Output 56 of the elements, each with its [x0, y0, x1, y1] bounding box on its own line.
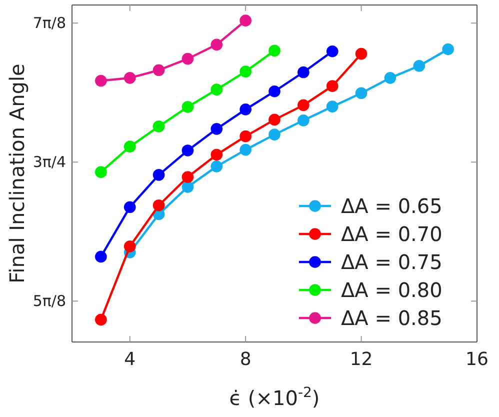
y-axis-title: Final Inclination Angle: [5, 64, 29, 284]
point: [152, 169, 165, 181]
point: [210, 38, 223, 51]
point: [413, 60, 426, 72]
point: [298, 99, 310, 112]
point: [95, 314, 107, 326]
point: [268, 128, 280, 140]
point: [95, 166, 107, 178]
point: [240, 14, 252, 26]
legend-label: ΔA = 0.85: [341, 306, 442, 330]
x-tick-label: 16: [466, 348, 488, 370]
point: [355, 87, 368, 100]
point: [124, 201, 136, 214]
point: [210, 160, 223, 172]
point: [124, 240, 136, 252]
legend-label: ΔA = 0.80: [341, 278, 442, 302]
point: [268, 85, 280, 98]
point: [240, 130, 252, 142]
x-tick-label: 8: [240, 348, 252, 370]
y-tick-label: 3π/4: [32, 152, 66, 171]
x-tick-label: 4: [124, 348, 136, 370]
legend-label: ΔA = 0.75: [341, 250, 442, 274]
point: [152, 120, 165, 132]
point: [124, 72, 136, 84]
point: [95, 74, 107, 87]
y-tick-label: 5π/8: [32, 292, 66, 310]
legend-label: ΔA = 0.70: [341, 222, 442, 246]
point: [355, 48, 368, 60]
point: [298, 114, 310, 126]
point: [240, 104, 252, 116]
x-axis-title: ϵ̇ (×10$^{-2}$): [229, 385, 320, 410]
point: [326, 45, 338, 58]
point: [240, 144, 252, 156]
point: [442, 43, 454, 56]
point: [268, 44, 280, 57]
point: [152, 199, 165, 212]
point: [182, 171, 194, 183]
legend-label: ΔA = 0.65: [341, 194, 442, 218]
point: [182, 52, 194, 65]
point: [210, 148, 223, 161]
y-tick-label: 7π/8: [32, 14, 66, 32]
point: [240, 66, 252, 78]
point: [152, 64, 165, 76]
point: [182, 101, 194, 113]
point: [124, 140, 136, 152]
x-tick-label: 12: [350, 348, 373, 370]
point: [384, 72, 396, 84]
point: [298, 66, 310, 78]
point: [326, 100, 338, 112]
point: [95, 250, 107, 263]
point: [210, 122, 223, 135]
point: [182, 144, 194, 156]
point: [210, 84, 223, 96]
point: [182, 181, 194, 193]
point: [268, 114, 280, 126]
point: [326, 80, 338, 92]
